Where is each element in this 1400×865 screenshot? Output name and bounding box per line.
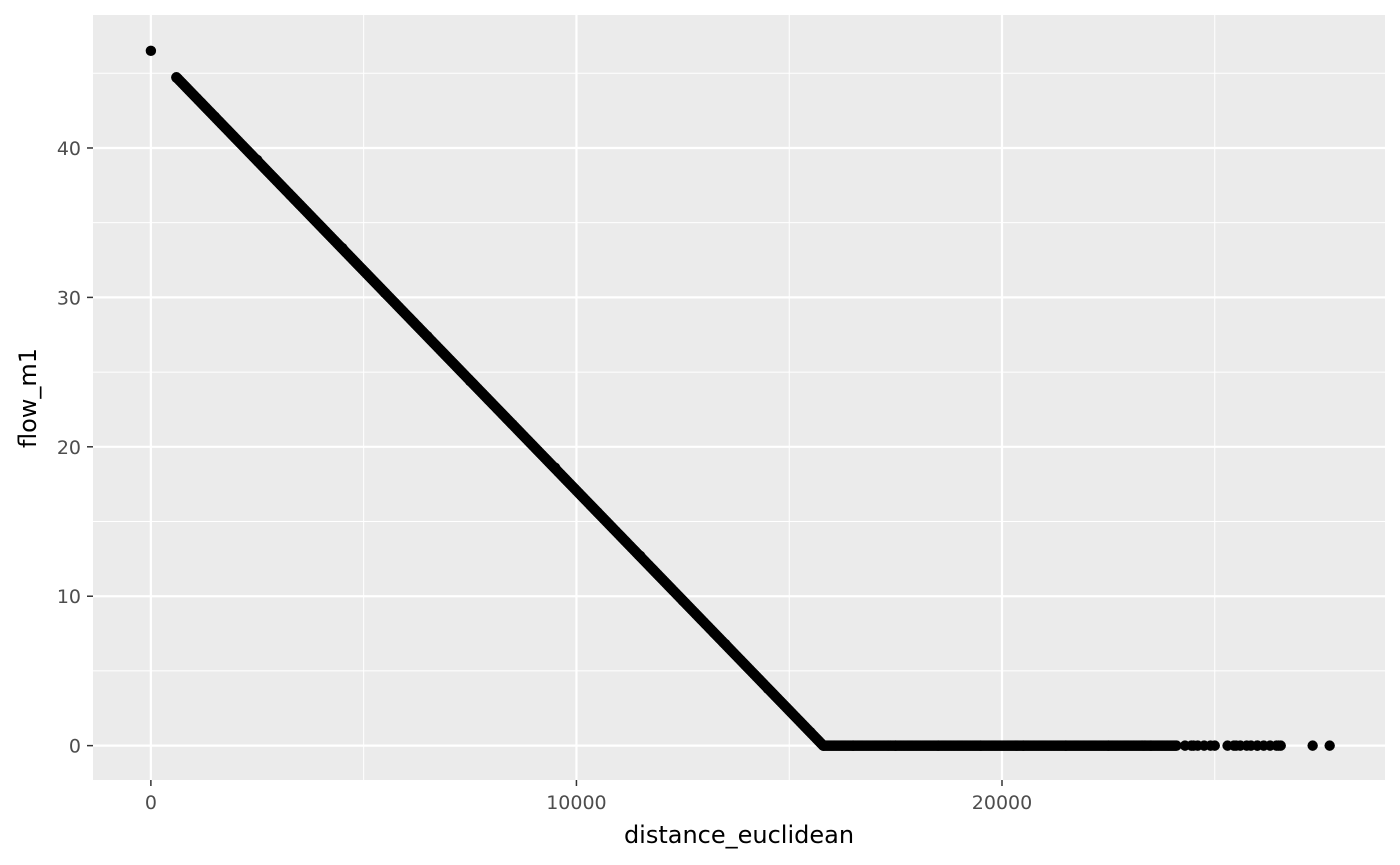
data-point [209,111,220,122]
data-point [1252,740,1263,751]
data-point [1171,740,1182,751]
x-tick-label: 20000 [972,792,1032,814]
data-point [1188,740,1199,751]
data-point [1060,740,1072,751]
y-tick-label: 30 [57,287,81,309]
data-point [890,740,901,751]
x-axis-title: distance_euclidean [624,821,854,849]
data-point [592,507,603,518]
data-point [847,740,859,751]
data-point [337,242,348,254]
data-point [549,462,561,473]
data-point [762,683,774,695]
data-point [677,595,689,606]
y-tick-label: 20 [57,437,81,459]
data-point [422,331,433,342]
data-point [252,154,263,166]
minor-gridlines [93,15,1385,780]
data-point [975,740,986,751]
data-point [1273,740,1284,751]
data-point [1307,740,1318,751]
x-tick-label: 0 [145,792,157,814]
x-axis: 0 10000 20000 [145,780,1032,814]
data-point [1209,740,1220,751]
data-point [507,419,518,430]
y-axis-title: flow_m1 [14,348,42,448]
data-point [379,287,391,299]
y-tick-label: 40 [57,138,81,160]
data-point [145,45,157,57]
data-point [1230,740,1242,751]
data-point [171,72,182,83]
y-tick-label: 0 [69,736,81,758]
data-point [818,740,829,751]
data-point [1103,740,1114,751]
y-tick-label: 10 [57,586,81,608]
data-point [932,740,944,751]
data-point [720,638,731,650]
data-point [805,726,816,738]
data-point [1145,740,1157,751]
data-point [464,375,476,387]
data-point [294,199,306,210]
data-point [1018,740,1029,751]
x-tick-label: 10000 [546,792,606,814]
data-point [1324,740,1335,751]
data-point [635,550,646,562]
y-axis: 0 10 20 30 40 [57,138,93,758]
data-points [145,45,1335,751]
